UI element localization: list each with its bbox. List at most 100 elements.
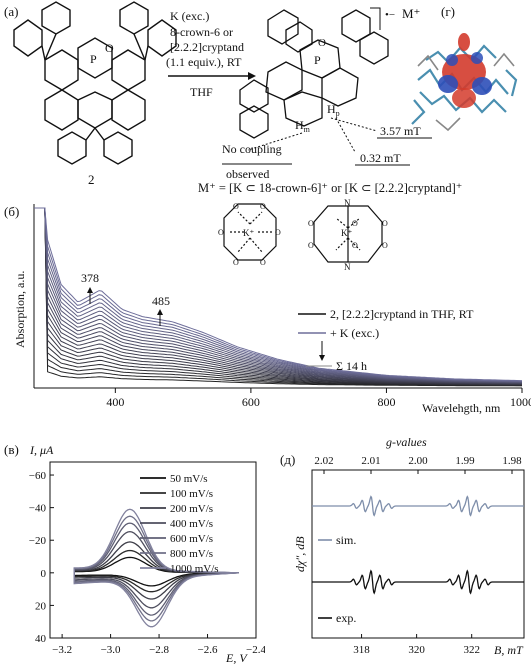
crown-O-3: O: [218, 228, 224, 237]
reagent-line-3: [2.2.2]cryptand: [170, 40, 244, 54]
crown-K: K⁺: [243, 228, 254, 238]
cv-legend-label: 1000 mV/s: [170, 563, 219, 575]
cv-x-tick-label: −2.8: [149, 644, 169, 656]
coupling-3-57: 3.57 mT: [380, 124, 421, 138]
reagent-line-1: K (exc.): [170, 9, 209, 23]
legend-text-2: + K (exc.): [330, 326, 379, 340]
cryptand-O-5: O: [352, 219, 358, 228]
cryptand-N-bottom: N: [344, 262, 351, 272]
cv-legend-label: 400 mV/s: [170, 518, 213, 530]
cryptand-K: K⁺: [341, 228, 352, 238]
anion-O: O: [318, 37, 326, 49]
epr-series-line: [312, 495, 524, 517]
no-coupling-line-1: No coupling: [222, 142, 282, 156]
cv-y-tick-label: 40: [35, 633, 47, 645]
epr-top-axis-label: g-values: [386, 435, 427, 449]
compound-2-number: 2: [88, 172, 95, 187]
cv-x-tick-label: −3.0: [101, 644, 121, 656]
uv-vis-series-line: [34, 207, 522, 384]
spin-density-image: [411, 33, 518, 132]
legend-text-3: Σ 14 h: [336, 359, 367, 373]
coupling-leaders: [247, 117, 378, 153]
epr-top-tick-label: 1.99: [455, 455, 475, 467]
coupling-0-32: 0.32 mT: [360, 151, 401, 165]
epr-top-tick-label: 2.00: [408, 455, 428, 467]
compound-2-O: O: [105, 41, 114, 55]
cv-legend-label: 100 mV/s: [170, 488, 213, 500]
radical-charge: •−: [385, 9, 395, 21]
uv-vis-x-tick-label: 600: [242, 395, 260, 409]
peak-485-arrowhead: [157, 309, 163, 315]
uv-vis-chart: (б) Absorption, a.u. 400 600 800 1000 Wavel…: [4, 204, 531, 415]
cv-legend-label: 50 mV/s: [170, 473, 208, 485]
panel-b-label: (б): [4, 204, 19, 219]
compound-2-P: P: [90, 52, 97, 66]
uv-vis-series-line: [34, 207, 522, 383]
compound-2-structure: [13, 1, 177, 165]
reagent-line-4: (1.1 equiv.), RT: [166, 55, 242, 69]
uv-vis-series-line: [34, 207, 522, 383]
solvent-label: THF: [190, 85, 213, 99]
reagent-line-2: 8-crown-6 or: [170, 25, 233, 39]
epr-x-tick-label: 318: [353, 644, 370, 656]
peak-378-label: 378: [81, 271, 99, 285]
cryptand-O-6: O: [352, 241, 358, 250]
cv-x-tick-label: −2.4: [246, 644, 265, 656]
cv-legend-label: 200 mV/s: [170, 503, 213, 515]
panel-v-label: (в): [4, 442, 19, 457]
cv-series-line: [73, 508, 240, 628]
cv-y-tick-label: 0: [41, 568, 47, 580]
anion-P: P: [314, 53, 321, 67]
uv-vis-series-line: [34, 207, 523, 382]
epr-legend-sim: sim.: [336, 533, 356, 547]
uv-vis-x-tick-label: 1000: [510, 395, 531, 409]
epr-x-tick-label: 320: [408, 644, 425, 656]
crown-O-4: O: [275, 228, 281, 237]
epr-legend-exp: exp.: [336, 611, 356, 625]
cv-y-tick-label: −60: [29, 470, 47, 482]
panel-g-label: (г): [441, 4, 455, 19]
epr-x-tick-label: 322: [463, 644, 480, 656]
epr-top-tick-label: 2.02: [314, 455, 333, 467]
anion-bracket: [370, 7, 381, 30]
cv-chart: (в) I, μA −3.2 −3.0 −2.8 −2.6 −2.4 −60 −40 −20 0…: [4, 442, 265, 665]
cryptand-O-4: O: [382, 241, 388, 250]
cryptand-O-2: O: [308, 241, 314, 250]
counterion-label: M⁺: [402, 6, 420, 21]
uv-vis-y-label: Absorption, a.u.: [13, 271, 27, 348]
cryptand-O-1: O: [308, 219, 314, 228]
radical-anion-structure: [239, 9, 389, 139]
cv-y-tick-label: −40: [29, 503, 47, 515]
cryptand-O-3: O: [382, 219, 388, 228]
legend-text-1: 2, [2.2.2]cryptand in THF, RT: [330, 307, 474, 321]
epr-chart: (д) g-values dχ″, dB 318 320 322 2.02 2.01 2.…: [280, 435, 525, 657]
cryptand-N-top: N: [344, 198, 351, 208]
crown-O-5: O: [233, 258, 239, 267]
cv-x-label: E, V: [225, 651, 248, 665]
Hp-label: Hp: [327, 102, 340, 118]
epr-top-tick-label: 1.98: [502, 455, 522, 467]
cv-x-tick-label: −3.2: [52, 644, 72, 656]
panel-a-scheme: (а) P O 2 K (exc.) 8-crown-6 or [2.2.2]c…: [4, 1, 518, 195]
epr-y-label: dχ″, dB: [293, 536, 307, 572]
cv-y-tick-label: −20: [29, 535, 47, 547]
uv-vis-x-tick-label: 800: [377, 395, 395, 409]
crown-O-6: O: [260, 258, 266, 267]
uv-vis-series-line: [34, 207, 523, 383]
legend-arrowhead: [319, 355, 325, 361]
cryptand-structure: [313, 205, 383, 263]
cv-plot-frame: [49, 461, 257, 639]
epr-x-label: B, mT: [494, 643, 524, 657]
panel-a-label: (а): [4, 4, 18, 19]
cv-x-tick-label: −2.6: [198, 644, 218, 656]
no-coupling-line-2: observed: [226, 167, 269, 181]
uv-vis-x-tick-label: 400: [106, 395, 124, 409]
uv-vis-series-line: [34, 207, 523, 383]
cv-y-label: I, μA: [29, 443, 54, 457]
crown-ether-structure: [223, 203, 277, 261]
peak-378-arrowhead: [87, 287, 93, 293]
crown-O-2: O: [260, 202, 266, 211]
epr-top-tick-label: 2.01: [361, 455, 380, 467]
uv-vis-series-line: [34, 207, 523, 382]
reaction-arrow-head: [248, 72, 256, 80]
